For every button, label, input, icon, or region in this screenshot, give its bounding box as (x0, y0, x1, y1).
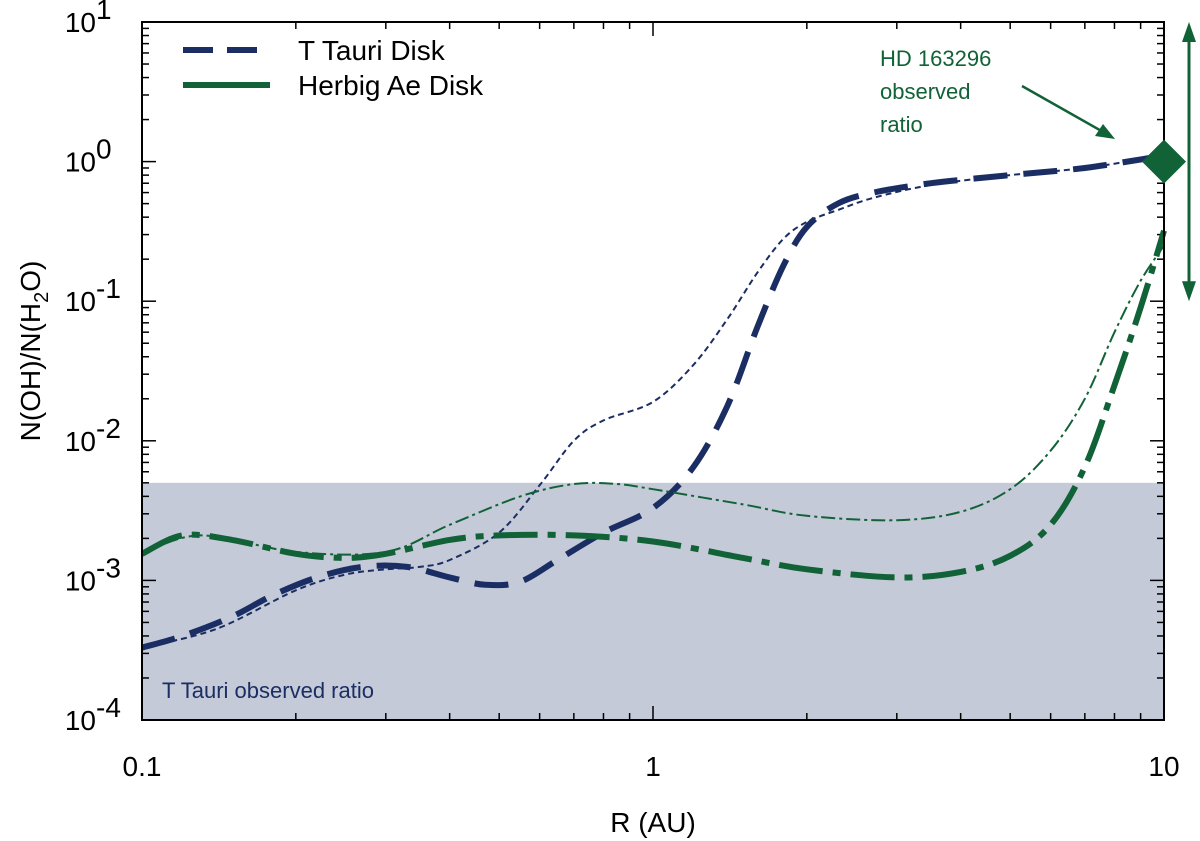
y-tick-exponent: -2 (96, 413, 121, 444)
y-tick-exponent: -3 (96, 552, 121, 583)
shade-region-label: T Tauri observed ratio (162, 678, 374, 703)
y-axis-title-after: O) (15, 261, 46, 292)
annotation-arrowhead (1095, 124, 1115, 139)
y-tick-label: 10 (65, 147, 96, 178)
series-layer (140, 154, 1167, 651)
y-tick-exponent: -1 (96, 273, 121, 304)
annotation-text-line: HD 163296 (880, 46, 991, 71)
legend-label-ttauri: T Tauri Disk (298, 35, 446, 66)
y-axis-title-sub: 2 (31, 292, 53, 303)
axis-ticks (141, 22, 1164, 721)
y-tick-label: 10 (65, 705, 96, 736)
series-ttauri-thick (141, 154, 1154, 651)
y-tick-exponent: 1 (96, 0, 112, 25)
y-tick-exponent: -4 (96, 692, 121, 723)
observed-point-marker (1142, 139, 1186, 184)
annotation-text-line: observed (880, 79, 971, 104)
legend: T Tauri Disk Herbig Ae Disk (183, 35, 484, 101)
x-tick-label: 0.1 (123, 751, 162, 782)
series-herbig-thick (140, 229, 1167, 581)
series-herbig-thin (141, 245, 1165, 556)
shaded-region (142, 482, 1164, 720)
annotation-arrow-line (1021, 84, 1106, 135)
y-tick-label: 10 (65, 565, 96, 596)
x-tick-label: 10 (1148, 751, 1179, 782)
legend-label-herbig: Herbig Ae Disk (298, 70, 484, 101)
y-axis-title-before: N(OH)/N(H (15, 303, 46, 441)
shade-layer (142, 482, 1164, 720)
x-axis-title: R (AU) (610, 807, 696, 838)
observed-range-arrow-down (1182, 281, 1196, 302)
y-axis-title: N(OH)/N(H2O) (15, 261, 53, 442)
plot-frame (141, 21, 1165, 721)
y-tick-label: 10 (65, 7, 96, 38)
x-tick-label: 1 (645, 751, 661, 782)
annotation-text-line: ratio (880, 112, 923, 137)
observed-range-arrow-up (1182, 22, 1196, 42)
y-tick-label: 10 (65, 286, 96, 317)
y-tick-exponent: 0 (96, 134, 112, 165)
y-tick-label: 10 (65, 426, 96, 457)
observed-point-annotation: HD 163296 observed ratio (880, 22, 1196, 302)
